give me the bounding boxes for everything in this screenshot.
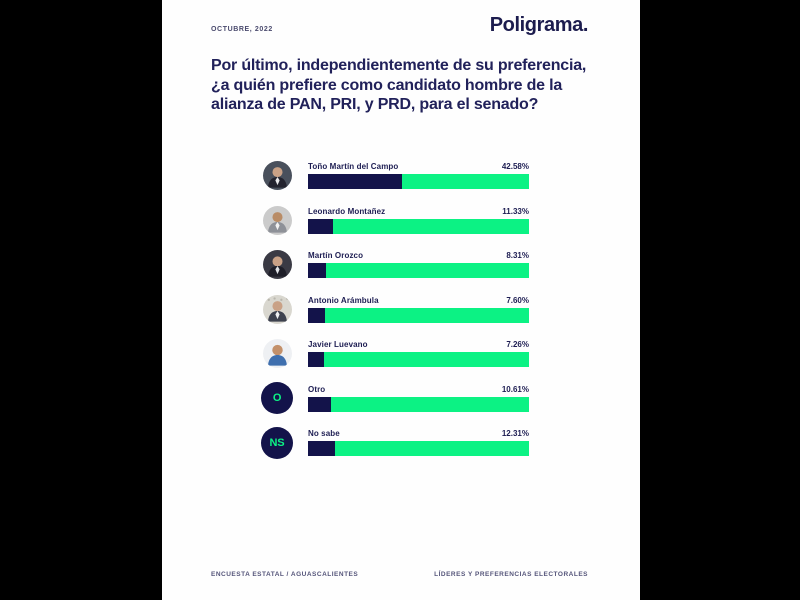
otro-badge: O: [261, 382, 293, 415]
candidate-name: No sabe: [308, 429, 340, 439]
result-row-antonio-arambula: Antonio Arámbula 7.60%: [261, 294, 531, 326]
no-sabe-badge: NS: [261, 426, 293, 459]
report-card: OCTUBRE, 2022 Poligrama. Por último, ind…: [162, 0, 640, 600]
row-content: Martín Orozco 8.31%: [308, 251, 529, 279]
row-content: No sabe 12.31%: [308, 429, 529, 457]
bar-fill: [308, 263, 327, 279]
footer-report-category: LÍDERES Y PREFERENCIAS ELECTORALES: [434, 571, 588, 578]
candidate-photo-avatar: [262, 294, 292, 324]
footer-survey-type: ENCUESTA ESTATAL / AGUASCALIENTES: [211, 571, 359, 578]
bar-track: [308, 218, 529, 234]
result-row-javier-luevano: Javier Luevano 7.26%: [261, 338, 531, 370]
candidate-percentage: 7.60%: [506, 295, 529, 305]
candidate-name: Antonio Arámbula: [308, 295, 379, 305]
results-list: Toño Martín del Campo 42.58%: [261, 160, 531, 472]
result-row-no-sabe: NS No sabe 12.31%: [261, 426, 531, 459]
bar-track: [308, 263, 529, 279]
bar-fill: [308, 307, 325, 323]
header: OCTUBRE, 2022 Poligrama.: [211, 14, 588, 37]
row-content: Antonio Arámbula 7.60%: [308, 296, 529, 323]
candidate-name: Leonardo Montañez: [308, 206, 386, 216]
candidate-photo-avatar: [262, 339, 292, 369]
candidate-name: Javier Luevano: [308, 340, 368, 350]
result-row-martin-orozco: Martín Orozco 8.31%: [261, 249, 531, 281]
bar-fill: [308, 396, 332, 412]
avatar-column: [261, 294, 293, 324]
person-silhouette-icon: [262, 339, 292, 369]
avatar-column: NS: [261, 426, 293, 459]
bar-track: [308, 174, 529, 190]
person-silhouette-icon: [262, 250, 292, 280]
report-date: OCTUBRE, 2022: [211, 26, 273, 33]
row-content: Toño Martín del Campo 42.58%: [308, 162, 529, 190]
bar-fill: [308, 218, 334, 234]
avatar-column: [261, 205, 293, 235]
poll-question-title: Por último, independientemente de su pre…: [211, 57, 587, 113]
candidate-percentage: 10.61%: [501, 384, 529, 394]
candidate-photo-avatar: [262, 250, 292, 280]
candidate-percentage: 42.58%: [501, 162, 529, 172]
bar-track: [308, 307, 529, 323]
candidate-photo-avatar: [262, 205, 292, 235]
person-silhouette-icon: [262, 161, 292, 191]
row-content: Otro 10.61%: [308, 385, 529, 412]
candidate-name: Otro: [308, 384, 326, 394]
candidate-percentage: 12.31%: [501, 429, 529, 439]
bar-fill: [308, 352, 325, 368]
bar-track: [308, 352, 529, 368]
avatar-column: O: [261, 382, 293, 415]
row-content: Leonardo Montañez 11.33%: [308, 207, 529, 234]
footer: ENCUESTA ESTATAL / AGUASCALIENTES LÍDERE…: [211, 571, 588, 578]
result-row-leonardo-montanez: Leonardo Montañez 11.33%: [261, 205, 531, 237]
avatar-column: [261, 161, 293, 191]
candidate-name: Toño Martín del Campo: [308, 162, 399, 172]
poligrama-logo: Poligrama.: [489, 14, 589, 36]
person-silhouette-icon: [262, 294, 292, 324]
bar-track: [308, 441, 529, 457]
candidate-photo-avatar: [262, 161, 292, 191]
avatar-column: [261, 250, 293, 280]
candidate-percentage: 11.33%: [502, 206, 529, 216]
result-row-otro: O Otro 10.61%: [261, 382, 531, 415]
avatar-column: [261, 339, 293, 369]
bar-fill: [308, 441, 336, 457]
result-row-tono-martin-del-campo: Toño Martín del Campo 42.58%: [261, 160, 531, 192]
candidate-percentage: 8.31%: [506, 251, 529, 261]
bar-track: [308, 396, 529, 412]
bar-fill: [308, 174, 403, 190]
candidate-percentage: 7.26%: [506, 340, 529, 350]
row-content: Javier Luevano 7.26%: [308, 340, 529, 368]
person-silhouette-icon: [262, 205, 292, 235]
candidate-name: Martín Orozco: [308, 251, 364, 261]
